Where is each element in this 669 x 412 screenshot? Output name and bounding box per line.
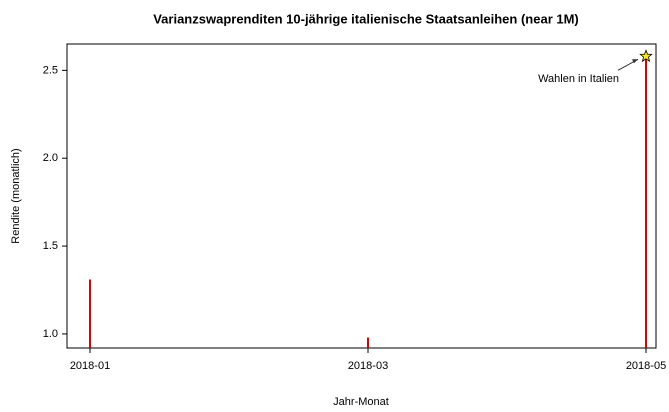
x-tick-label: 2018-01 xyxy=(70,360,110,372)
y-tick-label: 2.5 xyxy=(43,64,58,76)
x-tick-label: 2018-03 xyxy=(348,360,388,372)
plot-frame xyxy=(66,43,657,349)
x-axis-label: Jahr-Monat xyxy=(333,396,389,408)
highlight-star xyxy=(639,49,653,63)
y-tick-label: 2.0 xyxy=(43,152,58,164)
y-axis-label: Rendite (monatlich) xyxy=(10,148,22,243)
x-tick-label: 2018-05 xyxy=(626,360,666,372)
annotation: Wahlen in Italien xyxy=(538,73,619,85)
chart-title: Varianzswaprenditen 10-jährige italienis… xyxy=(153,11,579,26)
y-tick-label: 1.5 xyxy=(43,240,58,252)
arrow-head xyxy=(632,59,638,64)
y-tick-label: 1.0 xyxy=(43,328,58,340)
